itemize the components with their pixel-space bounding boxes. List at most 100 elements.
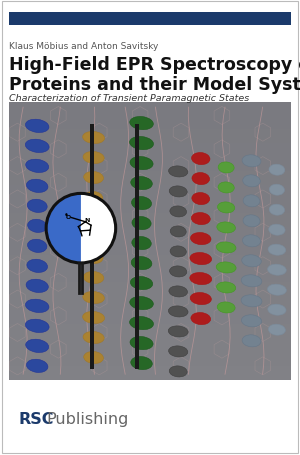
Ellipse shape (131, 357, 152, 370)
Text: •: • (63, 210, 68, 219)
Ellipse shape (130, 157, 153, 170)
Ellipse shape (27, 260, 47, 273)
Text: High-Field EPR Spectroscopy on
Proteins and their Model Systems: High-Field EPR Spectroscopy on Proteins … (9, 56, 300, 94)
Ellipse shape (192, 173, 210, 185)
Bar (9, 352, 291, 366)
Bar (9, 116, 291, 130)
Ellipse shape (26, 339, 49, 353)
Ellipse shape (242, 156, 261, 167)
Bar (9, 255, 291, 269)
Ellipse shape (242, 255, 261, 267)
Ellipse shape (169, 286, 188, 297)
Ellipse shape (83, 272, 104, 284)
Ellipse shape (218, 182, 234, 193)
Ellipse shape (25, 319, 49, 333)
Bar (9, 158, 291, 172)
Ellipse shape (190, 293, 211, 305)
Ellipse shape (26, 160, 49, 173)
Ellipse shape (217, 282, 236, 293)
Ellipse shape (130, 117, 153, 131)
Ellipse shape (84, 192, 103, 204)
Ellipse shape (192, 153, 210, 165)
Ellipse shape (242, 335, 261, 347)
Ellipse shape (26, 299, 49, 313)
Ellipse shape (169, 266, 187, 278)
Bar (9, 324, 291, 339)
Ellipse shape (169, 366, 187, 377)
Text: N: N (84, 217, 89, 222)
Ellipse shape (268, 245, 286, 256)
Ellipse shape (243, 195, 260, 207)
Ellipse shape (85, 232, 103, 244)
Ellipse shape (192, 193, 210, 205)
Ellipse shape (85, 212, 102, 224)
Ellipse shape (191, 213, 210, 225)
Bar (9, 13, 291, 25)
Ellipse shape (84, 352, 103, 364)
Ellipse shape (267, 284, 286, 296)
Bar (9, 339, 291, 352)
Bar (9, 213, 291, 228)
Ellipse shape (130, 337, 153, 350)
Ellipse shape (216, 243, 236, 253)
Bar (9, 228, 291, 241)
Ellipse shape (132, 217, 151, 230)
Wedge shape (46, 194, 81, 263)
Ellipse shape (168, 326, 188, 337)
Ellipse shape (26, 180, 48, 193)
Bar (9, 297, 291, 310)
Bar (9, 200, 291, 213)
Ellipse shape (269, 225, 285, 236)
Ellipse shape (269, 205, 285, 216)
Ellipse shape (28, 220, 47, 233)
Ellipse shape (269, 165, 285, 176)
Text: Klaus Möbius and Anton Savitsky: Klaus Möbius and Anton Savitsky (9, 42, 158, 51)
Ellipse shape (169, 346, 188, 357)
Ellipse shape (27, 200, 47, 213)
Ellipse shape (84, 172, 103, 184)
Ellipse shape (191, 313, 211, 325)
Bar (9, 172, 291, 186)
Ellipse shape (132, 237, 151, 250)
Bar (9, 186, 291, 200)
Text: Characterization of Transient Paramagnetic States: Characterization of Transient Paramagnet… (9, 94, 249, 103)
Ellipse shape (130, 317, 154, 330)
Ellipse shape (218, 162, 234, 173)
Text: RSC: RSC (18, 411, 53, 426)
Ellipse shape (190, 273, 212, 285)
Text: Publishing: Publishing (46, 411, 128, 426)
Ellipse shape (83, 292, 104, 304)
Ellipse shape (216, 263, 236, 273)
Bar (9, 102, 291, 380)
Ellipse shape (217, 302, 235, 313)
Ellipse shape (190, 253, 212, 265)
Bar (9, 366, 291, 380)
Ellipse shape (131, 177, 152, 190)
Ellipse shape (169, 167, 188, 177)
Ellipse shape (268, 304, 286, 315)
Ellipse shape (170, 207, 187, 217)
Ellipse shape (84, 252, 103, 264)
Bar (9, 144, 291, 158)
Ellipse shape (168, 306, 188, 317)
Bar (90, 125, 94, 369)
Ellipse shape (241, 295, 262, 307)
Ellipse shape (83, 152, 104, 164)
Bar (9, 310, 291, 324)
Bar (9, 102, 291, 116)
Ellipse shape (130, 297, 153, 310)
Ellipse shape (243, 215, 260, 228)
Ellipse shape (131, 257, 152, 270)
Bar (9, 283, 291, 297)
Ellipse shape (26, 359, 48, 373)
Ellipse shape (268, 264, 286, 276)
Bar (135, 125, 139, 369)
Ellipse shape (243, 176, 260, 187)
Ellipse shape (28, 240, 47, 253)
Ellipse shape (242, 235, 261, 248)
Ellipse shape (269, 185, 284, 196)
Ellipse shape (82, 132, 105, 144)
Circle shape (46, 194, 116, 263)
Ellipse shape (217, 222, 236, 233)
Ellipse shape (169, 187, 187, 197)
